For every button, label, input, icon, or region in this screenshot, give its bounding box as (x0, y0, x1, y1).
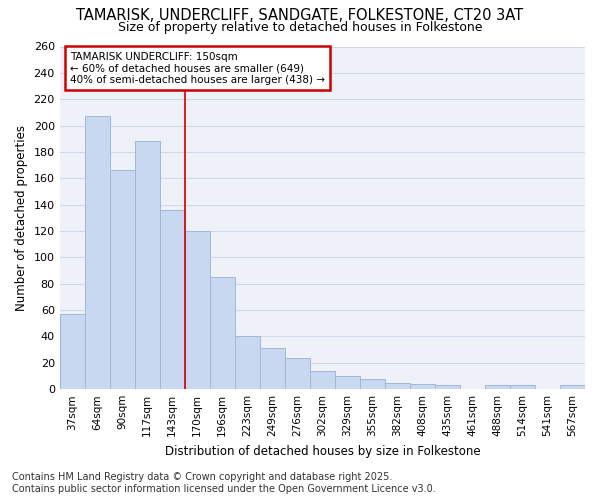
Bar (185, 231, 210, 389)
Bar (485, 385, 510, 389)
Y-axis label: Number of detached properties: Number of detached properties (15, 125, 28, 311)
Text: Size of property relative to detached houses in Folkestone: Size of property relative to detached ho… (118, 21, 482, 34)
Bar (435, 385, 460, 389)
Bar (135, 142, 160, 389)
Text: TAMARISK UNDERCLIFF: 150sqm
← 60% of detached houses are smaller (649)
40% of se: TAMARISK UNDERCLIFF: 150sqm ← 60% of det… (70, 52, 325, 85)
Bar (285, 358, 310, 389)
Bar (510, 385, 535, 389)
Text: Contains HM Land Registry data © Crown copyright and database right 2025.
Contai: Contains HM Land Registry data © Crown c… (12, 472, 436, 494)
Bar (235, 336, 260, 389)
Bar (260, 348, 285, 389)
Bar (335, 376, 360, 389)
X-axis label: Distribution of detached houses by size in Folkestone: Distribution of detached houses by size … (164, 444, 480, 458)
Bar (410, 384, 435, 389)
Bar (85, 116, 110, 389)
Bar (385, 382, 410, 389)
Bar (160, 210, 185, 389)
Text: TAMARISK, UNDERCLIFF, SANDGATE, FOLKESTONE, CT20 3AT: TAMARISK, UNDERCLIFF, SANDGATE, FOLKESTO… (76, 8, 524, 22)
Bar (210, 277, 235, 389)
Bar (59, 314, 85, 389)
Bar (110, 170, 135, 389)
Bar (360, 378, 385, 389)
Bar (560, 385, 585, 389)
Bar (310, 370, 335, 389)
